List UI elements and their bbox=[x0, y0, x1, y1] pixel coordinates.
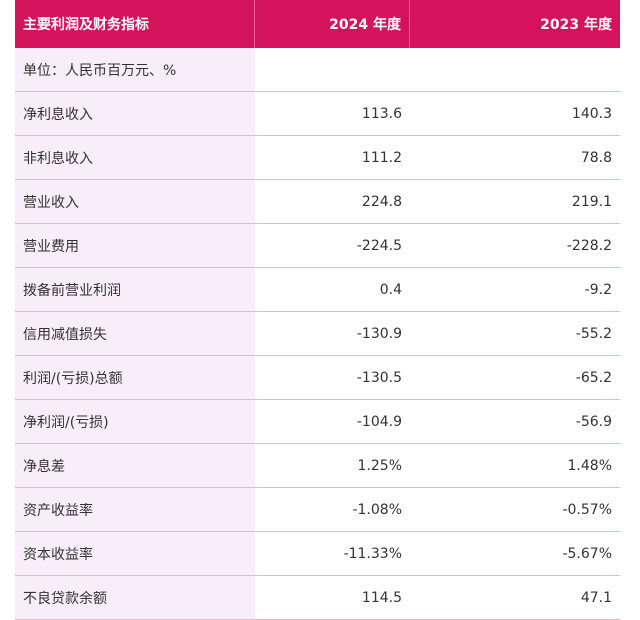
label-cell: 拨备前营业利润 bbox=[15, 268, 255, 311]
value-cell: 113.6 bbox=[361, 105, 402, 122]
header-cell: 主要利润及财务指标 bbox=[15, 0, 255, 48]
label-cell: 信用减值损失 bbox=[15, 312, 255, 355]
value-cell: 78.8 bbox=[580, 149, 612, 166]
table-row: 营业费用 -224.5 -228.2 bbox=[15, 224, 620, 268]
table-row: 营业收入 224.8 219.1 bbox=[15, 180, 620, 224]
label-cell: 净息差 bbox=[15, 444, 255, 487]
table-row: 净利息收入 113.6 140.3 bbox=[15, 92, 620, 136]
value-cell: 140.3 bbox=[571, 105, 612, 122]
label-cell: 净利润/(亏损) bbox=[15, 400, 255, 443]
table: 主要利润及财务指标 2024 年度 2023 年度 单位：人民币百万元、% 净利… bbox=[15, 0, 620, 620]
table-row: 信用减值损失 -130.9 -55.2 bbox=[15, 312, 620, 356]
value-cell: -5.67% bbox=[562, 545, 612, 562]
value-cell: 1.48% bbox=[567, 457, 612, 474]
label-cell: 资本收益率 bbox=[15, 532, 255, 575]
table-row: 资本收益率 -11.33% -5.67% bbox=[15, 532, 620, 576]
value-cell: 47.1 bbox=[580, 589, 612, 606]
value-cell: 224.8 bbox=[361, 193, 402, 210]
value-cell: 114.5 bbox=[361, 589, 402, 606]
header-cell: 2023 年度 bbox=[540, 17, 612, 33]
table-row: 拨备前营业利润 0.4 -9.2 bbox=[15, 268, 620, 312]
value-cell: -130.9 bbox=[356, 325, 402, 342]
value-cell: -0.57% bbox=[562, 501, 612, 518]
value-cell: 111.2 bbox=[361, 149, 402, 166]
value-cell: -56.9 bbox=[575, 413, 612, 430]
label-cell: 营业费用 bbox=[15, 224, 255, 267]
value-cell: -65.2 bbox=[575, 369, 612, 386]
value-cell: -224.5 bbox=[356, 237, 402, 254]
table-row: 资产收益率 -1.08% -0.57% bbox=[15, 488, 620, 532]
header-row: 主要利润及财务指标 2024 年度 2023 年度 bbox=[15, 0, 620, 48]
label-cell: 资产收益率 bbox=[15, 488, 255, 531]
value-cell: -11.33% bbox=[343, 545, 402, 562]
value-cell: -104.9 bbox=[356, 413, 402, 430]
label-cell: 净利息收入 bbox=[15, 92, 255, 135]
table-row: 净息差 1.25% 1.48% bbox=[15, 444, 620, 488]
table-row: 不良贷款余额 114.5 47.1 bbox=[15, 576, 620, 620]
table-row: 利润/(亏损)总额 -130.5 -65.2 bbox=[15, 356, 620, 400]
label-cell: 非利息收入 bbox=[15, 136, 255, 179]
value-cell: 1.25% bbox=[357, 457, 402, 474]
label-cell: 营业收入 bbox=[15, 180, 255, 223]
empty-cell bbox=[410, 48, 620, 91]
unit-label: 单位：人民币百万元、% bbox=[15, 48, 255, 91]
empty-cell bbox=[255, 48, 410, 91]
value-cell: -55.2 bbox=[575, 325, 612, 342]
table-row: 净利润/(亏损) -104.9 -56.9 bbox=[15, 400, 620, 444]
table-row: 非利息收入 111.2 78.8 bbox=[15, 136, 620, 180]
label-cell: 利润/(亏损)总额 bbox=[15, 356, 255, 399]
label-cell: 不良贷款余额 bbox=[15, 576, 255, 619]
header-cell: 2024 年度 bbox=[255, 0, 410, 48]
value-cell: -1.08% bbox=[352, 501, 402, 518]
value-cell: -9.2 bbox=[584, 281, 612, 298]
unit-row: 单位：人民币百万元、% bbox=[15, 48, 620, 92]
value-cell: -130.5 bbox=[356, 369, 402, 386]
value-cell: -228.2 bbox=[566, 237, 612, 254]
value-cell: 0.4 bbox=[379, 281, 402, 298]
value-cell: 219.1 bbox=[571, 193, 612, 210]
